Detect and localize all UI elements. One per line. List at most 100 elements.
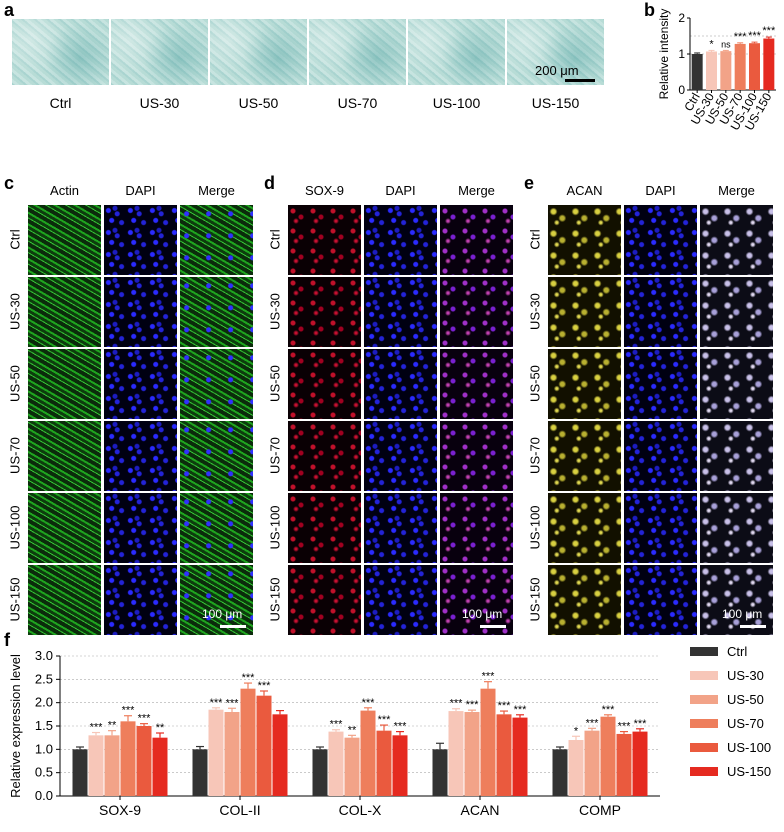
micro-tile bbox=[700, 421, 773, 491]
bar-us-150 bbox=[763, 38, 775, 90]
bar-us-30 bbox=[88, 735, 104, 796]
panel-a-label: US-70 bbox=[337, 95, 378, 111]
bar-ctrl bbox=[312, 749, 328, 796]
significance-label: *** bbox=[378, 714, 392, 726]
significance-label: *** bbox=[514, 704, 528, 716]
micro-tile bbox=[624, 421, 697, 491]
significance-label: *** bbox=[450, 698, 464, 710]
micro-tile bbox=[624, 277, 697, 347]
micro-tile bbox=[548, 493, 621, 563]
panel-c-letter: c bbox=[4, 173, 15, 193]
row-label: US-30 bbox=[527, 293, 543, 330]
y-tick-label: 0.5 bbox=[35, 765, 53, 780]
bar-ctrl bbox=[552, 749, 568, 796]
micro-tile bbox=[548, 421, 621, 491]
micro-tile bbox=[700, 205, 773, 275]
micro-tile bbox=[624, 565, 697, 635]
column-header: DAPI bbox=[385, 183, 416, 198]
panel-a-letter: a bbox=[4, 0, 15, 20]
micro-tile bbox=[364, 277, 437, 347]
micro-tile bbox=[548, 277, 621, 347]
x-tick-label: COL-II bbox=[219, 802, 260, 818]
significance-label: *** bbox=[258, 680, 272, 692]
panel-e-letter: e bbox=[524, 173, 535, 193]
bar-us-150 bbox=[392, 735, 408, 796]
micro-tile bbox=[440, 349, 513, 419]
significance-label: ns bbox=[721, 39, 731, 49]
micro-tile bbox=[548, 349, 621, 419]
significance-label: ** bbox=[156, 722, 165, 734]
scale-bar-label: 100 μm bbox=[202, 607, 243, 621]
bar-us-30 bbox=[208, 709, 224, 796]
significance-label: * bbox=[574, 725, 579, 737]
y-tick-label: 0 bbox=[678, 83, 685, 97]
panel-f-chart: 0.0 0.5 1.0 1.5 2.0 2.5 3.0 Relative expression… bbox=[8, 644, 771, 818]
legend-label: US-30 bbox=[727, 668, 764, 683]
bar-us-70 bbox=[120, 721, 136, 796]
y-tick-label: 1.5 bbox=[35, 718, 53, 733]
legend-swatch bbox=[690, 647, 718, 656]
micro-tile bbox=[288, 349, 361, 419]
micro-tile bbox=[288, 421, 361, 491]
significance-label: *** bbox=[466, 699, 480, 711]
micro-tile bbox=[288, 277, 361, 347]
column-header: Merge bbox=[458, 183, 495, 198]
micro-tile bbox=[364, 565, 437, 635]
column-header: Actin bbox=[50, 183, 79, 198]
bar-us-100 bbox=[136, 726, 152, 796]
micro-tile bbox=[28, 349, 101, 419]
stain-image-us-70 bbox=[309, 19, 406, 85]
micro-tile bbox=[364, 205, 437, 275]
micro-tile bbox=[364, 421, 437, 491]
micro-tile bbox=[440, 493, 513, 563]
bar-us-50 bbox=[224, 712, 240, 796]
bar-us-150 bbox=[512, 717, 528, 796]
bar-us-70 bbox=[240, 688, 256, 796]
row-label: US-50 bbox=[7, 365, 23, 402]
scale-bar bbox=[740, 625, 766, 628]
y-tick-label: 2.5 bbox=[35, 671, 53, 686]
bar-us-150 bbox=[632, 731, 648, 796]
row-label: US-150 bbox=[7, 577, 23, 622]
y-tick-label: 0.0 bbox=[35, 788, 53, 803]
y-axis-title: Relative intensity bbox=[657, 9, 671, 100]
row-label: US-30 bbox=[267, 293, 283, 330]
row-label: Ctrl bbox=[527, 229, 543, 250]
row-label: US-100 bbox=[7, 505, 23, 550]
bar-us-50 bbox=[584, 730, 600, 796]
micro-tile bbox=[700, 277, 773, 347]
micro-tile bbox=[104, 349, 177, 419]
legend-swatch bbox=[690, 767, 718, 776]
micro-tile bbox=[700, 565, 773, 635]
bar-us-100 bbox=[376, 730, 392, 796]
y-tick-label: 2 bbox=[678, 11, 685, 25]
bar-us-70 bbox=[600, 716, 616, 796]
bar-us-30 bbox=[568, 740, 584, 796]
bar-us-70 bbox=[480, 688, 496, 796]
row-label: US-30 bbox=[7, 293, 23, 330]
micro-tile bbox=[288, 205, 361, 275]
stain-image-us-150 bbox=[507, 19, 604, 85]
legend-label: US-150 bbox=[727, 764, 771, 779]
micro-tile bbox=[180, 205, 253, 275]
bar-us-70 bbox=[734, 43, 746, 90]
scale-bar bbox=[220, 625, 246, 628]
micro-tile bbox=[624, 205, 697, 275]
significance-label: *** bbox=[634, 718, 648, 730]
significance-label: ** bbox=[108, 720, 117, 732]
significance-label: *** bbox=[138, 713, 152, 725]
panel-f-letter: f bbox=[4, 630, 10, 650]
significance-label: *** bbox=[734, 31, 748, 43]
y-tick-label: 2.0 bbox=[35, 695, 53, 710]
row-label: US-100 bbox=[267, 505, 283, 550]
scale-bar bbox=[565, 79, 595, 82]
micro-tile bbox=[28, 421, 101, 491]
significance-label: *** bbox=[242, 672, 256, 684]
micro-tile bbox=[180, 421, 253, 491]
legend-swatch bbox=[690, 671, 718, 680]
y-tick-label: 1.0 bbox=[35, 741, 53, 756]
scale-bar-label: 100 μm bbox=[462, 607, 503, 621]
bar-ctrl bbox=[691, 54, 703, 90]
micro-tile bbox=[104, 421, 177, 491]
bar-us-100 bbox=[616, 733, 632, 796]
